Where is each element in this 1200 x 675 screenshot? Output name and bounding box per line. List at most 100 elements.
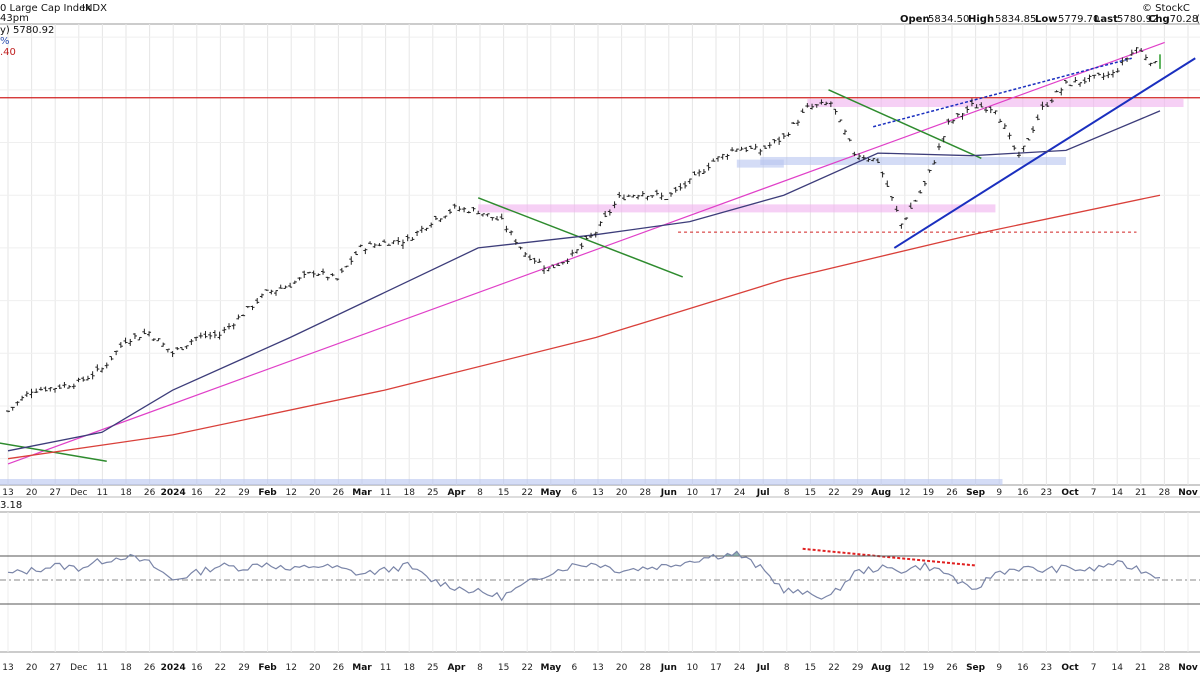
price-bar bbox=[1031, 126, 1036, 133]
price-bar bbox=[866, 158, 871, 162]
price-bar bbox=[927, 169, 932, 173]
price-bar bbox=[471, 206, 476, 212]
price-bar bbox=[969, 98, 974, 107]
support-zone-blue-small bbox=[736, 159, 784, 168]
price-bar bbox=[857, 153, 862, 161]
price-bar bbox=[692, 171, 697, 176]
price-bar bbox=[1096, 72, 1101, 76]
price-bar bbox=[659, 192, 664, 200]
x-tick-label-lower: 13 bbox=[592, 663, 603, 673]
x-tick-label-lower: 23 bbox=[1041, 663, 1052, 673]
price-bar bbox=[447, 208, 452, 215]
price-bar bbox=[349, 256, 354, 265]
price-bar bbox=[165, 348, 170, 353]
chg-suffix: ( bbox=[1196, 14, 1200, 25]
price-bar bbox=[753, 143, 758, 150]
x-tick-label-lower: Aug bbox=[871, 663, 891, 673]
price-bar bbox=[612, 201, 617, 209]
x-tick-label-lower: 15 bbox=[805, 663, 816, 673]
price-bar bbox=[1073, 76, 1078, 83]
x-tick-label-lower: 24 bbox=[734, 663, 746, 673]
price-bar bbox=[772, 139, 777, 144]
price-bar bbox=[974, 104, 979, 109]
x-tick-label: 20 bbox=[309, 488, 321, 498]
x-tick-label-lower: 2024 bbox=[161, 663, 186, 673]
price-bar bbox=[880, 171, 885, 178]
price-bar bbox=[626, 194, 631, 197]
x-tick-label-lower: 29 bbox=[238, 663, 250, 673]
price-bar bbox=[861, 155, 866, 160]
price-bar bbox=[189, 339, 194, 346]
price-bar bbox=[739, 146, 744, 151]
price-bar bbox=[358, 244, 363, 248]
x-tick-label: Sep bbox=[966, 488, 986, 498]
price-bar bbox=[551, 264, 556, 269]
price-bar bbox=[716, 156, 721, 162]
x-tick-label-lower: 10 bbox=[687, 663, 699, 673]
price-bar bbox=[1054, 90, 1059, 93]
exchange-label: INDX bbox=[82, 3, 107, 14]
x-tick-label-lower: 26 bbox=[333, 663, 345, 673]
x-tick-label-lower: 20 bbox=[309, 663, 321, 673]
blue-uptrend-line bbox=[893, 57, 1196, 249]
time-label: 43pm bbox=[0, 13, 29, 24]
price-bar bbox=[565, 258, 570, 264]
price-bar bbox=[15, 401, 20, 406]
x-tick-label-lower: Nov bbox=[1178, 663, 1198, 673]
price-bar bbox=[758, 148, 763, 156]
last-line: y) 5780.92 bbox=[0, 25, 54, 36]
price-bar bbox=[1049, 98, 1054, 104]
x-tick-label-lower: Apr bbox=[447, 663, 465, 673]
price-bar bbox=[678, 183, 683, 191]
price-bar bbox=[1143, 54, 1148, 61]
price-bar bbox=[236, 314, 241, 320]
x-tick-label: 23 bbox=[1041, 488, 1052, 498]
x-tick-label: 17 bbox=[710, 488, 721, 498]
price-bar bbox=[283, 285, 288, 289]
price-bar bbox=[1087, 74, 1092, 82]
price-bar bbox=[259, 293, 264, 299]
x-tick-label: Dec bbox=[70, 488, 87, 498]
price-bar bbox=[53, 387, 58, 393]
chg-label: Chg bbox=[1148, 14, 1170, 25]
price-bar bbox=[513, 238, 518, 245]
support-resistance-zones bbox=[0, 99, 1184, 485]
price-bar bbox=[184, 345, 189, 350]
price-bar bbox=[791, 121, 796, 124]
price-bar bbox=[509, 230, 514, 236]
x-tick-label: 6 bbox=[572, 488, 578, 498]
price-bar bbox=[175, 347, 180, 351]
price-bar bbox=[288, 282, 293, 288]
x-tick-label: 22 bbox=[828, 488, 839, 498]
price-bar bbox=[1068, 84, 1073, 87]
x-tick-label-lower: 12 bbox=[285, 663, 296, 673]
price-bar bbox=[852, 151, 857, 157]
price-bar bbox=[744, 146, 749, 153]
price-bar bbox=[29, 388, 34, 399]
x-tick-label: 15 bbox=[498, 488, 509, 498]
price-bar bbox=[584, 235, 589, 240]
price-bar bbox=[429, 222, 434, 228]
x-tick-label-lower: 18 bbox=[403, 663, 415, 673]
x-tick-label-lower: 8 bbox=[477, 663, 483, 673]
price-bar bbox=[842, 129, 847, 135]
x-tick-label: 22 bbox=[521, 488, 532, 498]
x-tick-label-lower: 16 bbox=[191, 663, 203, 673]
indicator-line bbox=[7, 550, 1161, 602]
green-downtrend-3 bbox=[828, 89, 982, 160]
price-bar bbox=[203, 330, 208, 339]
price-bar bbox=[598, 221, 603, 227]
x-tick-label-lower: 29 bbox=[852, 663, 864, 673]
price-bar bbox=[1045, 102, 1050, 107]
price-bar bbox=[1007, 132, 1012, 140]
price-bar bbox=[734, 148, 739, 152]
x-tick-label-lower: 20 bbox=[616, 663, 628, 673]
x-tick-label: 21 bbox=[1135, 488, 1146, 498]
price-bar bbox=[1125, 57, 1130, 62]
x-tick-label: 28 bbox=[639, 488, 651, 498]
price-bar bbox=[415, 230, 420, 236]
price-bar bbox=[457, 206, 462, 212]
price-bar bbox=[137, 336, 142, 341]
price-bar bbox=[438, 218, 443, 223]
price-bar bbox=[1120, 57, 1125, 66]
